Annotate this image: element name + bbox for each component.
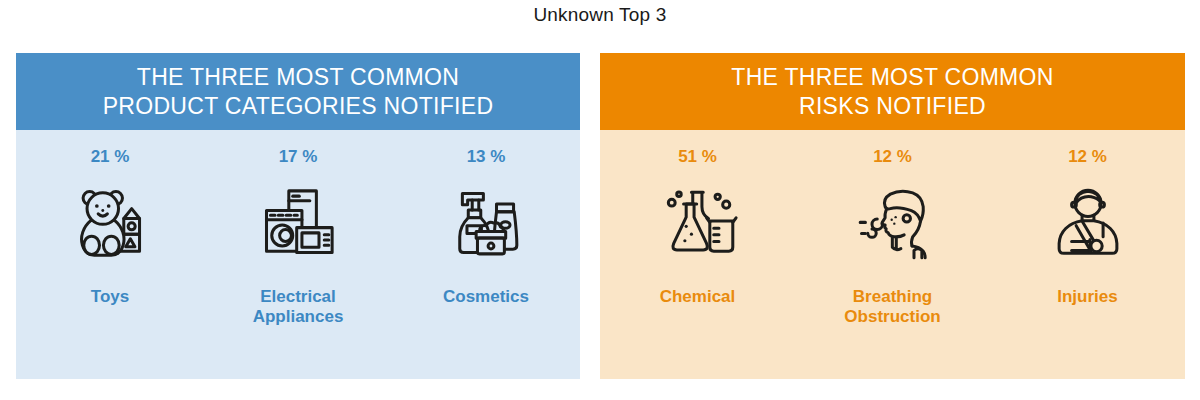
- stat-item-chemical: 51 %: [600, 130, 795, 307]
- chemical-flasks-icon: [656, 182, 740, 267]
- header-line-1: THE THREE MOST COMMON: [600, 63, 1185, 92]
- stat-value: 17 %: [279, 147, 318, 169]
- page-title: Unknown Top 3: [0, 4, 1200, 26]
- teddy-bear-blocks-icon: [68, 182, 152, 267]
- header-line-1: THE THREE MOST COMMON: [16, 63, 580, 92]
- stat-label: Electrical Appliances: [228, 287, 368, 327]
- stat-value: 13 %: [467, 147, 506, 169]
- stat-item-toys: 21 %: [16, 130, 204, 307]
- stat-item-injuries: 12 % Inju: [990, 130, 1185, 307]
- infographic-panels: THE THREE MOST COMMON PRODUCT CATEGORIES…: [16, 53, 1185, 379]
- product-categories-body: 21 %: [16, 130, 580, 379]
- risks-panel: THE THREE MOST COMMON RISKS NOTIFIED 51 …: [600, 53, 1185, 379]
- cosmetics-bottles-icon: [444, 182, 528, 267]
- product-categories-panel: THE THREE MOST COMMON PRODUCT CATEGORIES…: [16, 53, 580, 379]
- stat-value: 12 %: [873, 147, 912, 169]
- stat-value: 51 %: [678, 147, 717, 169]
- stat-item-breathing-obstruction: 12 %: [795, 130, 990, 327]
- risks-body: 51 %: [600, 130, 1185, 379]
- home-appliances-icon: [256, 182, 340, 267]
- stat-label: Toys: [91, 287, 129, 307]
- coughing-person-icon: [851, 182, 935, 267]
- header-line-2: PRODUCT CATEGORIES NOTIFIED: [16, 92, 580, 121]
- stat-label: Cosmetics: [443, 287, 529, 307]
- stat-value: 12 %: [1068, 147, 1107, 169]
- header-line-2: RISKS NOTIFIED: [600, 92, 1185, 121]
- stat-value: 21 %: [91, 147, 130, 169]
- injured-person-icon: [1046, 182, 1130, 267]
- product-categories-header: THE THREE MOST COMMON PRODUCT CATEGORIES…: [16, 53, 580, 130]
- stat-label: Breathing Obstruction: [823, 287, 963, 327]
- stat-item-electrical-appliances: 17 % Elec: [204, 130, 392, 327]
- stat-label: Chemical: [660, 287, 736, 307]
- risks-header: THE THREE MOST COMMON RISKS NOTIFIED: [600, 53, 1185, 130]
- stat-item-cosmetics: 13 %: [392, 130, 580, 307]
- stat-label: Injuries: [1057, 287, 1117, 307]
